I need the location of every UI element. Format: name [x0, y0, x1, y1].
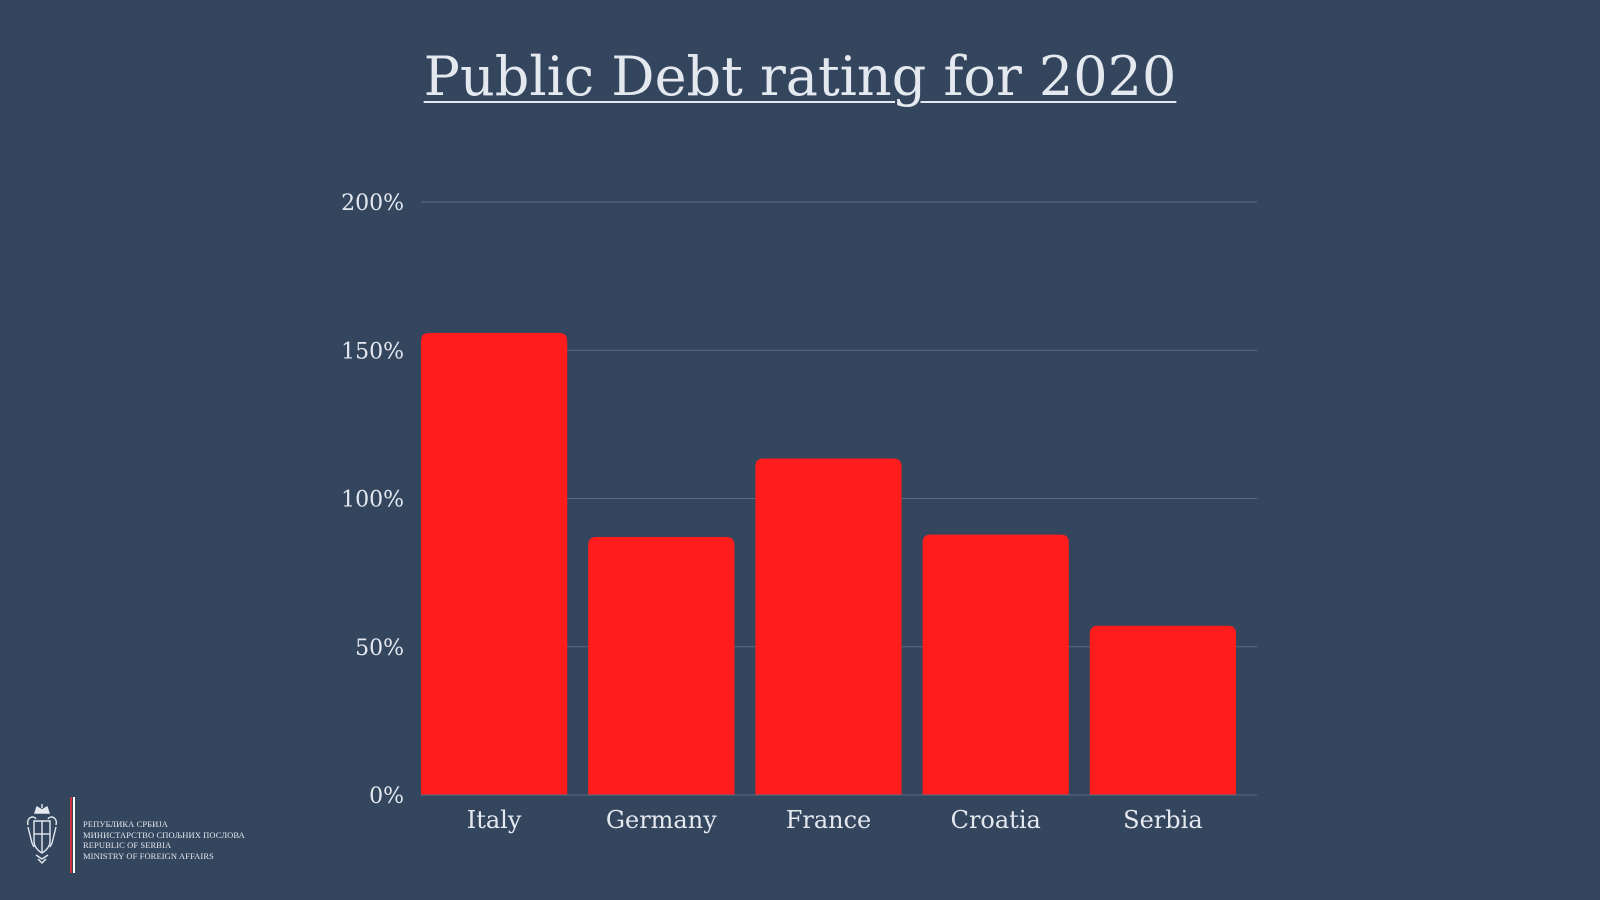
x-tick-label: Croatia [951, 806, 1041, 834]
bar-france [755, 458, 902, 795]
y-tick-label: 50% [355, 636, 404, 661]
x-tick-label: Serbia [1123, 806, 1202, 834]
ministry-line: REPUBLIC OF SERBIA [83, 840, 172, 850]
y-tick-label: 150% [341, 339, 404, 364]
divider-white [73, 797, 75, 873]
y-tick-label: 0% [369, 784, 404, 809]
flag-divider [70, 797, 75, 873]
ministry-line: РЕПУБЛИКА СРБИЈА [83, 819, 169, 829]
x-tick-label: France [786, 806, 872, 834]
chart-title: Public Debt rating for 2020 [423, 45, 1177, 108]
ministry-line: МИНИСТАРСТВО СПОЉНИХ ПОСЛОВА [83, 829, 245, 840]
ministry-name: РЕПУБЛИКА СРБИЈА МИНИСТАРСТВО СПОЉНИХ ПО… [83, 809, 245, 861]
bar-serbia [1089, 625, 1236, 795]
ministry-line: MINISTRY OF FOREIGN AFFAIRS [83, 850, 214, 861]
y-tick-label: 100% [341, 488, 404, 513]
x-tick-label: Italy [467, 806, 522, 834]
ministry-logo: РЕПУБЛИКА СРБИЈА МИНИСТАРСТВО СПОЉНИХ ПО… [24, 797, 245, 873]
serbian-coat-of-arms-icon [26, 804, 58, 864]
bar-italy [421, 333, 568, 795]
y-tick-label: 200% [341, 191, 404, 216]
x-tick-label: Germany [606, 806, 717, 834]
divider-red [70, 797, 72, 873]
bar-croatia [922, 534, 1069, 795]
bar-germany [588, 537, 735, 795]
